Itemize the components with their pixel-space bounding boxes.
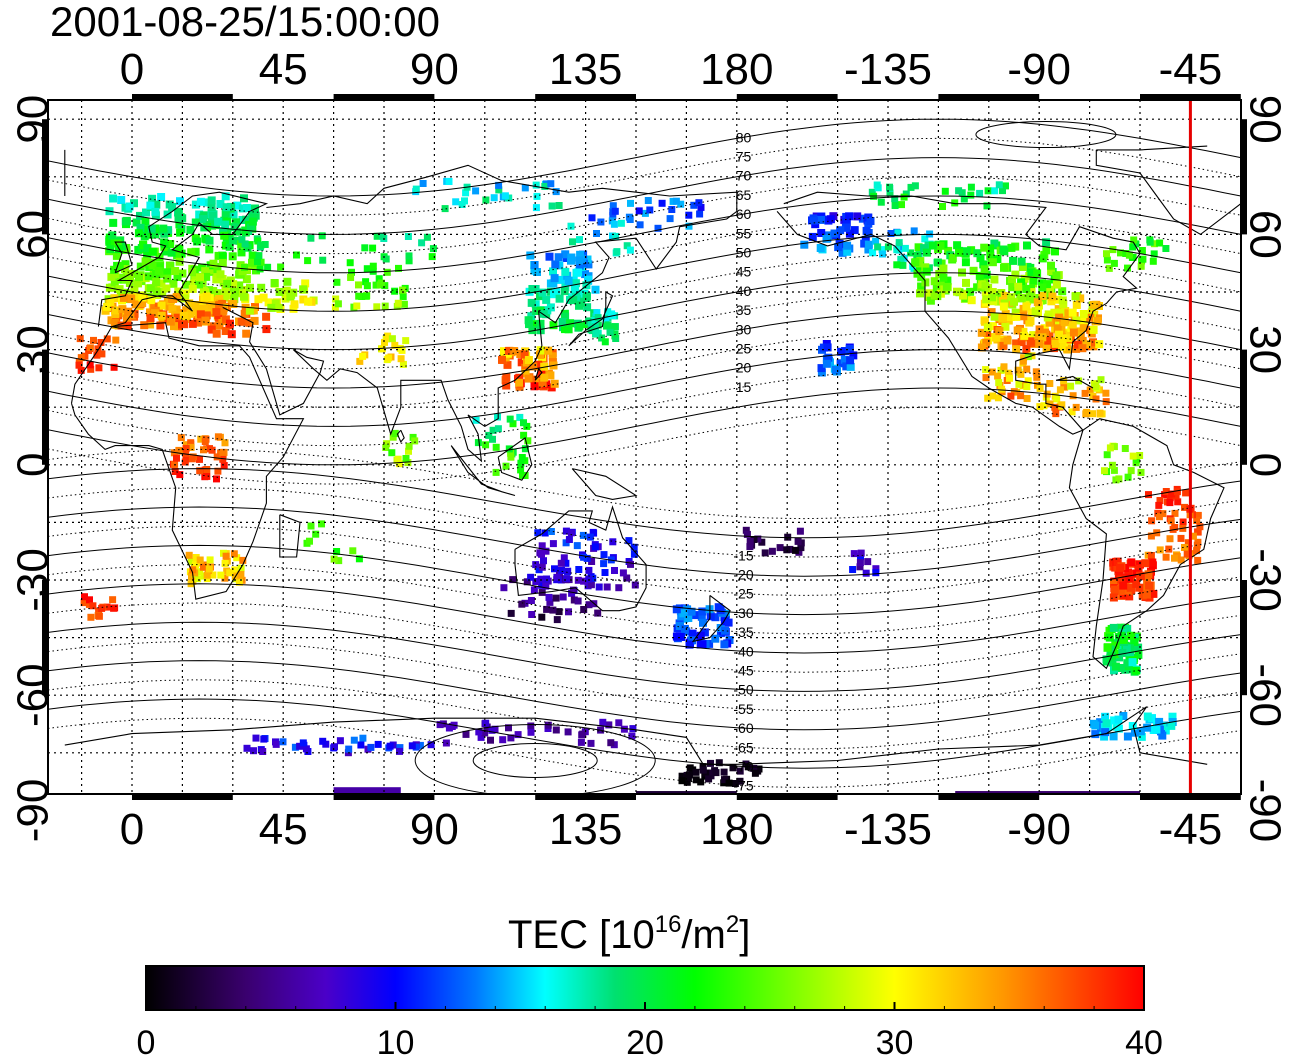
contour-label-m45: -45 [733, 662, 753, 678]
contour-label-15: 15 [736, 379, 752, 395]
contour-label-55: 55 [736, 225, 752, 241]
lon-top-tick-m90: -90 [1007, 45, 1071, 94]
contour-label-50: 50 [736, 244, 752, 260]
lat-left-tick-30: 30 [8, 325, 57, 374]
contour-label-25: 25 [736, 340, 752, 356]
lon-bottom-tick-90: 90 [410, 805, 459, 854]
lon-top-tick-45: 45 [259, 45, 308, 94]
contour-label-m75: -75 [733, 778, 753, 794]
lat-right-tick-60: 60 [1241, 210, 1290, 259]
contour-label-65: 65 [736, 187, 752, 203]
colorbar-tick-30: 30 [876, 1024, 914, 1057]
lat-left-tick-0: 0 [8, 453, 57, 477]
lon-bottom-tick-180: 180 [700, 805, 773, 854]
contour-label-45: 45 [736, 264, 752, 280]
lon-top-tick-180: 180 [700, 45, 773, 94]
lat-left-tick-m90: -90 [8, 779, 57, 843]
lon-bottom-tick-135: 135 [549, 805, 622, 854]
magnetic-latitude-contours [48, 118, 1241, 794]
lon-top-tick-135: 135 [549, 45, 622, 94]
colorbar-tick-0: 0 [137, 1024, 156, 1057]
lon-bottom-tick-m90: -90 [1007, 805, 1071, 854]
contour-label-m20: -20 [733, 566, 753, 582]
lon-top-tick-m135: -135 [844, 45, 932, 94]
contour-label-m50: -50 [733, 682, 753, 698]
graticule [48, 100, 1241, 794]
colorbar-tick-20: 20 [626, 1024, 664, 1057]
contour-label-30: 30 [736, 321, 752, 337]
lat-right-tick-90: 90 [1241, 95, 1290, 144]
lon-bottom-tick-45: 45 [259, 805, 308, 854]
lat-right-tick-m90: -90 [1241, 779, 1290, 843]
colorbar-tick-10: 10 [377, 1024, 415, 1057]
lat-left-tick-m30: -30 [8, 548, 57, 612]
contour-label-80: 80 [736, 129, 752, 145]
colorbar-ticks: 0 10 20 30 40 [137, 1002, 1163, 1057]
contour-labels: 80 75 70 65 60 55 50 45 40 35 30 25 20 15 -15 -20 -25 -30… [733, 129, 753, 793]
contour-label-m40: -40 [733, 643, 753, 659]
latitude-ticks-right: 90 60 30 0 -30 -60 -90 [1241, 95, 1290, 842]
lat-right-tick-30: 30 [1241, 325, 1290, 374]
lat-left-tick-90: 90 [8, 95, 57, 144]
tec-world-map: 80 75 70 65 60 55 50 45 40 35 30 25 20 15 -15 -20 -25 -30… [42, 94, 1247, 800]
longitude-ticks-top: 0 45 90 135 180 -135 -90 -45 [120, 45, 1222, 94]
figure-title: 2001-08-25/15:00:00 [50, 0, 440, 45]
contour-label-m15: -15 [733, 547, 753, 563]
contour-label-20: 20 [736, 360, 752, 376]
axis-tick-bars [42, 94, 1247, 800]
lon-top-tick-90: 90 [410, 45, 459, 94]
contour-label-m65: -65 [733, 739, 753, 755]
contour-label-40: 40 [736, 283, 752, 299]
longitude-ticks-bottom: 0 45 90 135 180 -135 -90 -45 [120, 805, 1222, 854]
colorbar-label: TEC [1016/m2] [508, 911, 750, 957]
lon-top-tick-m45: -45 [1159, 45, 1223, 94]
colorbar-tick-40: 40 [1125, 1024, 1163, 1057]
contour-label-75: 75 [736, 148, 752, 164]
lon-bottom-tick-m45: -45 [1159, 805, 1223, 854]
latitude-ticks-left: 90 60 30 0 -30 -60 -90 [8, 95, 57, 842]
lat-right-tick-m60: -60 [1241, 663, 1290, 727]
contour-label-m35: -35 [733, 624, 753, 640]
contour-label-70: 70 [736, 168, 752, 184]
contour-label-m30: -30 [733, 605, 753, 621]
lat-right-tick-0: 0 [1241, 453, 1290, 477]
lat-left-tick-60: 60 [8, 210, 57, 259]
lon-top-tick-0: 0 [120, 45, 144, 94]
lat-left-tick-m60: -60 [8, 663, 57, 727]
contour-label-m25: -25 [733, 586, 753, 602]
contour-label-m70: -70 [733, 758, 753, 774]
contour-label-m55: -55 [733, 701, 753, 717]
lat-right-tick-m30: -30 [1241, 548, 1290, 612]
contour-label-m60: -60 [733, 720, 753, 736]
contour-label-35: 35 [736, 302, 752, 318]
colorbar: TEC [1016/m2] 0 10 20 30 40 [137, 911, 1163, 1057]
lon-bottom-tick-0: 0 [120, 805, 144, 854]
contour-label-60: 60 [736, 206, 752, 222]
lon-bottom-tick-m135: -135 [844, 805, 932, 854]
